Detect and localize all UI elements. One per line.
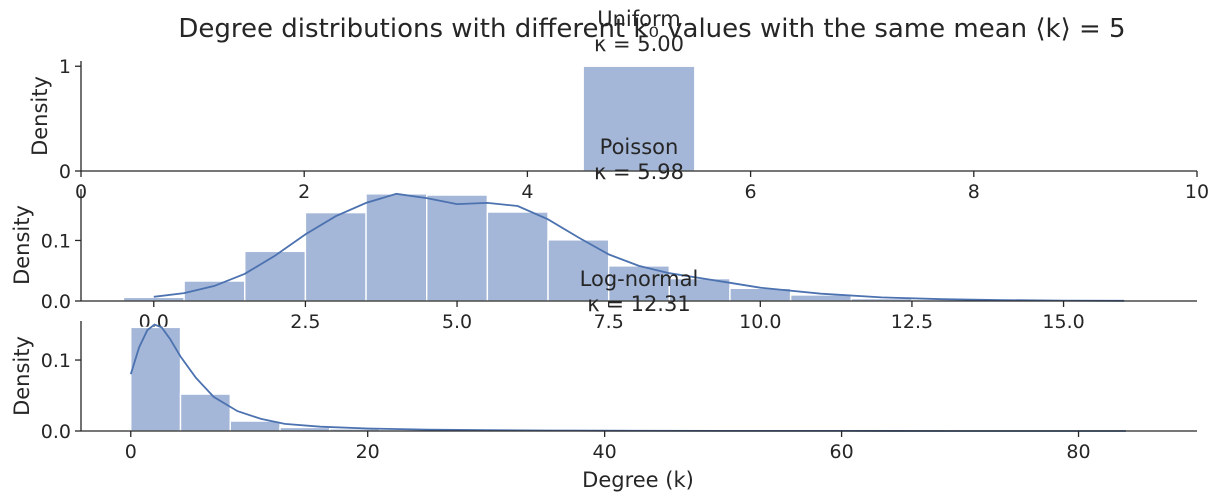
x-tick-label: 20 — [356, 441, 380, 463]
y-tick-label: 0 — [59, 161, 71, 183]
y-tick-label: 0.0 — [41, 291, 71, 313]
y-tick-label: 0.1 — [41, 350, 71, 372]
histogram-bar — [486, 211, 549, 302]
panel-title-name: Uniform — [597, 7, 680, 31]
histogram-bar — [426, 194, 489, 302]
x-tick-label: 4 — [521, 181, 533, 203]
x-tick-label: 2 — [298, 181, 310, 203]
panel-title-kappa: κ = 12.31 — [587, 292, 690, 316]
x-tick-label: 0 — [125, 441, 137, 463]
histogram-bar — [365, 193, 428, 302]
x-tick-label: 10.0 — [739, 311, 781, 333]
x-tick-label: 40 — [593, 441, 617, 463]
y-axis-label: Density — [10, 336, 34, 416]
panel-title-name: Log-normal — [580, 267, 699, 291]
panel-1: 0.0 2.5 5.0 7.5 10.0 12.5 15.00.00.1DensityPoi… — [10, 135, 1197, 333]
x-tick-label: 2.5 — [290, 311, 320, 333]
y-tick-label: 0.0 — [41, 421, 71, 443]
histogram-bar — [179, 393, 231, 432]
x-tick-label: 8 — [968, 181, 980, 203]
x-axis-label: Degree (k) — [582, 468, 694, 492]
histogram-bar — [244, 250, 307, 302]
y-axis-label: Density — [28, 76, 52, 156]
x-tick-label: 5.0 — [442, 311, 472, 333]
panel-title-kappa: κ = 5.00 — [594, 32, 684, 56]
y-tick-label: 0.1 — [41, 230, 71, 252]
x-tick-label: 60 — [829, 441, 853, 463]
x-tick-label: 6 — [745, 181, 757, 203]
histogram-bar — [304, 211, 367, 302]
y-axis-label: Density — [10, 205, 34, 285]
histogram-bar — [582, 65, 696, 172]
panel-2: 0 20 40 60 80 0.0 0.1 Density Degree (k) Log-norm… — [10, 267, 1197, 492]
x-tick-label: 15.0 — [1042, 311, 1084, 333]
panel-title-kappa: κ = 5.98 — [594, 160, 684, 184]
histogram-bar — [229, 420, 281, 432]
x-tick-label: 7.5 — [594, 311, 624, 333]
y-tick-label: 1 — [59, 56, 71, 78]
x-tick-label: 10 — [1185, 181, 1209, 203]
histogram-bar — [130, 326, 182, 432]
kde-curve — [129, 323, 1126, 432]
x-tick-label: 80 — [1066, 441, 1090, 463]
kde-curve — [153, 192, 1125, 302]
x-tick-label: 12.5 — [891, 311, 933, 333]
panel-title-name: Poisson — [600, 135, 679, 159]
figure-suptitle: Degree distributions with different k₀ v… — [178, 14, 1125, 44]
